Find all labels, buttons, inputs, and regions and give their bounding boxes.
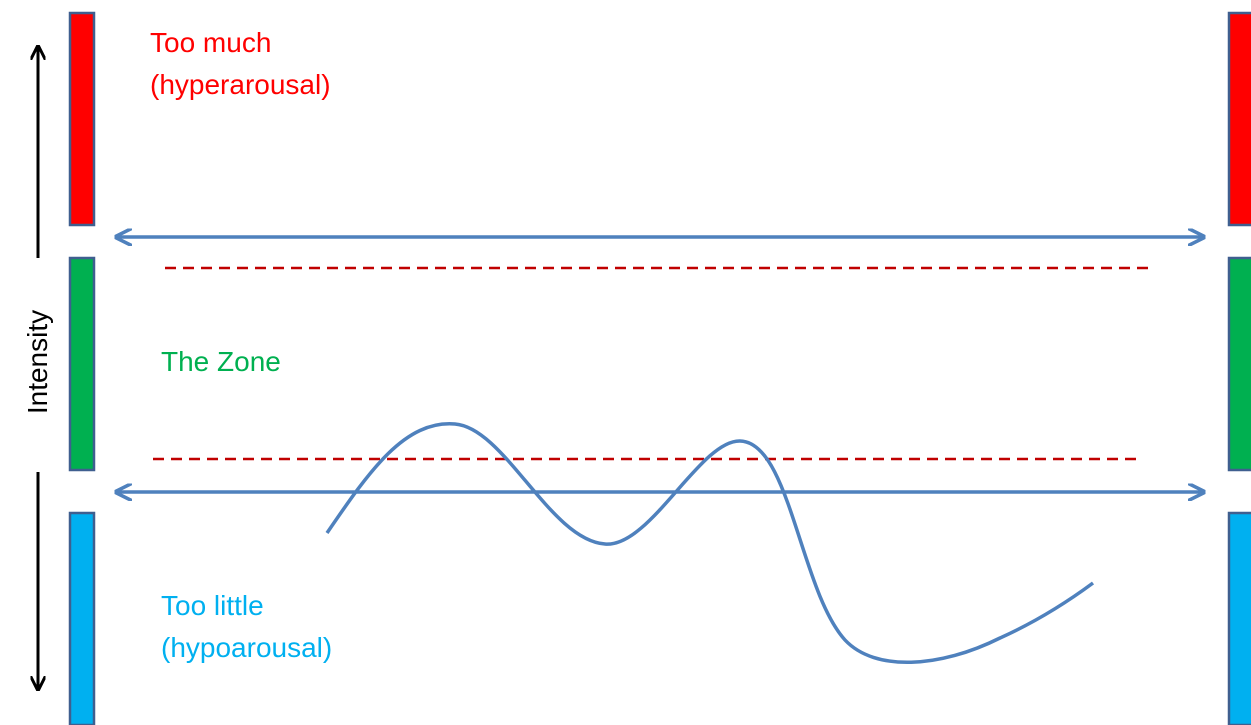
hyperarousal-bar-right — [1227, 11, 1251, 227]
too-much-label: Too much (hyperarousal) — [150, 27, 331, 100]
arousal-wave-curve — [325, 422, 1095, 664]
zone-bar-right — [1227, 256, 1251, 472]
too-little-line2: (hypoarousal) — [161, 632, 332, 663]
too-much-line1: Too much — [150, 27, 271, 58]
zone-bar-left — [68, 256, 96, 472]
zone-label: The Zone — [161, 346, 281, 377]
intensity-axis-label: Intensity — [22, 310, 53, 414]
too-much-line2: (hyperarousal) — [150, 69, 331, 100]
hypoarousal-bar-right — [1227, 511, 1251, 725]
hypoarousal-bar-left — [68, 511, 96, 725]
hyperarousal-bar-left — [68, 11, 96, 227]
too-little-line1: Too little — [161, 590, 264, 621]
too-little-label: Too little (hypoarousal) — [161, 590, 332, 663]
